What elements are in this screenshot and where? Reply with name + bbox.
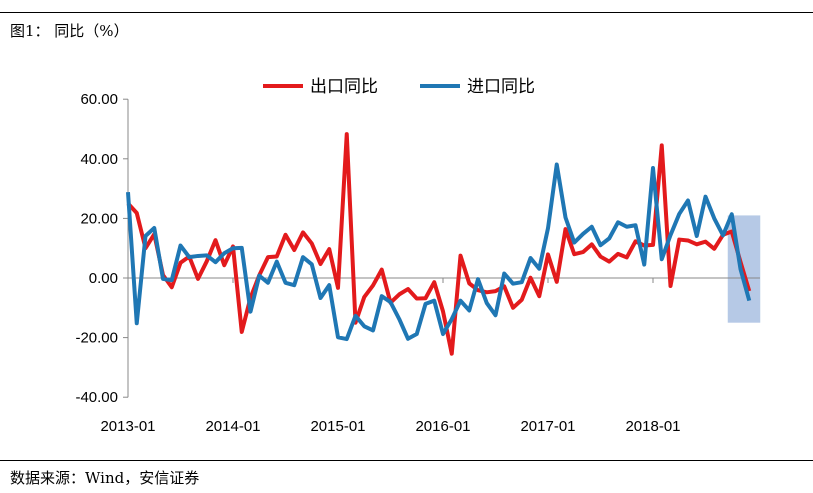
y-tick-label: 20.00 <box>80 210 118 227</box>
legend-label: 出口同比 <box>310 77 378 97</box>
legend-label: 进口同比 <box>467 77 535 97</box>
series-line-import <box>126 162 752 342</box>
y-tick-label: 40.00 <box>80 151 118 168</box>
y-tick-label: 0.00 <box>89 270 118 287</box>
y-tick-label: 60.00 <box>80 91 118 108</box>
figure-title: 图1： 同比（%） <box>10 22 129 40</box>
bottom-rule <box>0 460 813 461</box>
x-tick-label: 2014-01 <box>205 418 260 435</box>
source-note: 数据来源：Wind，安信证券 <box>10 469 200 487</box>
y-tick-label: -20.00 <box>75 330 118 347</box>
x-tick-label: 2016-01 <box>415 418 470 435</box>
top-rule <box>0 12 813 13</box>
x-tick-label: 2015-01 <box>310 418 365 435</box>
y-tick-label: -40.00 <box>75 389 118 406</box>
x-tick-label: 2018-01 <box>625 418 680 435</box>
x-tick-label: 2013-01 <box>100 418 155 435</box>
x-tick-label: 2017-01 <box>520 418 575 435</box>
